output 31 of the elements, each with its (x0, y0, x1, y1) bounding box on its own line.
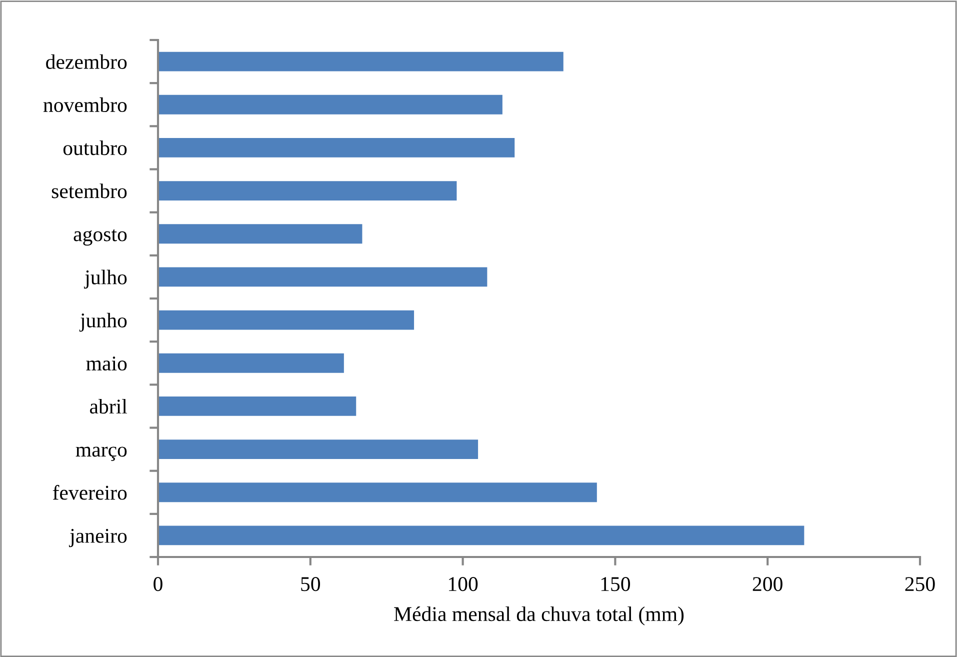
y-tick-label: abril (90, 398, 128, 414)
x-tick-label: 250 (905, 577, 935, 592)
bar (158, 440, 478, 459)
y-tick-label: agosto (74, 229, 127, 246)
bar (158, 353, 344, 373)
bar (158, 267, 488, 287)
bar (158, 224, 362, 244)
bar (158, 396, 356, 416)
x-tick-label: 200 (752, 577, 782, 592)
bar (158, 482, 597, 502)
y-tick-label: junho (79, 312, 127, 332)
y-tick-label: novembro (43, 97, 127, 112)
y-tick-label: outubro (63, 140, 127, 156)
bar (158, 526, 804, 546)
bar (158, 310, 414, 330)
y-tick-label: maio (86, 356, 127, 371)
bar (158, 52, 564, 72)
x-tick-label: 100 (449, 577, 478, 592)
y-tick-label: setembro (52, 184, 127, 198)
x-tick-label: 0 (154, 577, 162, 592)
bar (158, 94, 502, 114)
y-tick-label: fevereiro (52, 484, 127, 500)
x-axis-title: Média mensal da chuva total (mm) (394, 606, 684, 626)
y-tick-label: janeiro (69, 528, 127, 548)
x-tick-label: 50 (301, 577, 320, 592)
bar (158, 181, 457, 200)
bar (158, 138, 515, 158)
y-tick-label: março (76, 446, 127, 461)
y-tick-label: dezembro (46, 54, 127, 69)
y-tick-label: julho (84, 270, 127, 289)
x-tick-label: 150 (601, 577, 630, 592)
